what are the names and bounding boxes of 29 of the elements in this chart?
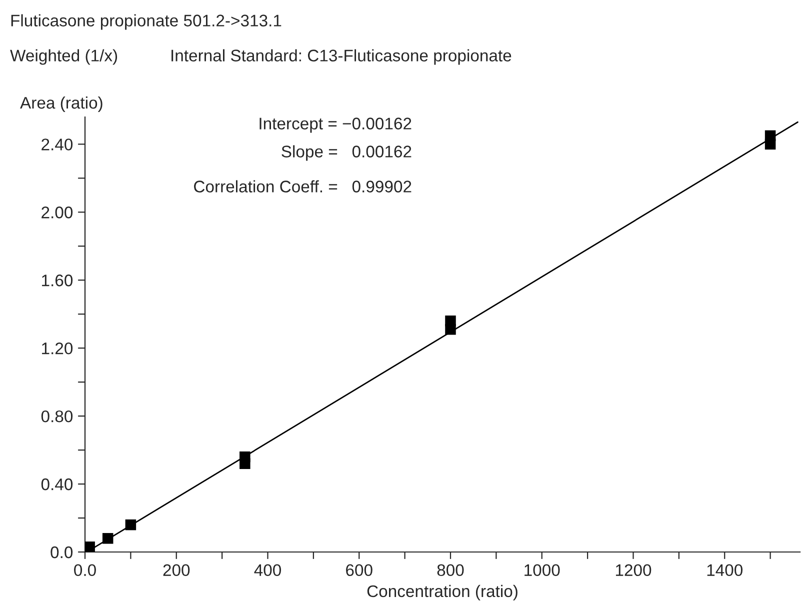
x-tick-label: 1400 (707, 564, 743, 576)
point (102, 533, 114, 544)
y-tick-label: 1.20 (42, 342, 73, 354)
x-axis-title: Concentration (ratio) (367, 584, 518, 600)
chart-title: Fluticasone propionate 501.2->313.1 (11, 14, 282, 30)
x-tick-label: 1200 (616, 564, 652, 576)
y-axis-title: Area (ratio) (20, 96, 102, 112)
y-tick-label: 0.80 (41, 410, 73, 422)
x-tick-label: 600 (346, 564, 372, 576)
y-tick-label: 0.0 (50, 546, 73, 558)
y-tick-label: 2.40 (42, 138, 73, 150)
point (85, 542, 95, 552)
x-tick-label: 1000 (524, 564, 560, 576)
x-tick-label: 200 (163, 564, 190, 576)
y-tick-label: 0.40 (41, 478, 73, 490)
y-tick-label: 1.60 (42, 274, 73, 286)
annotation: Correlation Coeff. = 0.99902 (194, 180, 412, 192)
text: Internal Standard: C13-Fluticasone propionate (172, 49, 512, 65)
point (125, 519, 136, 530)
y-tick-label: 2.00 (42, 206, 73, 218)
x-tick-label: 0.0 (74, 564, 96, 576)
x-tick-label: 800 (437, 564, 464, 576)
annotation: Intercept = −0.00162 (260, 118, 412, 133)
point (764, 130, 776, 142)
x-tick-label: 400 (254, 564, 281, 576)
chart-subtitle: Weighted (1/x) (10, 49, 118, 65)
point (445, 316, 456, 326)
annotation: Slope = 0.00162 (282, 145, 412, 161)
point (240, 451, 250, 462)
